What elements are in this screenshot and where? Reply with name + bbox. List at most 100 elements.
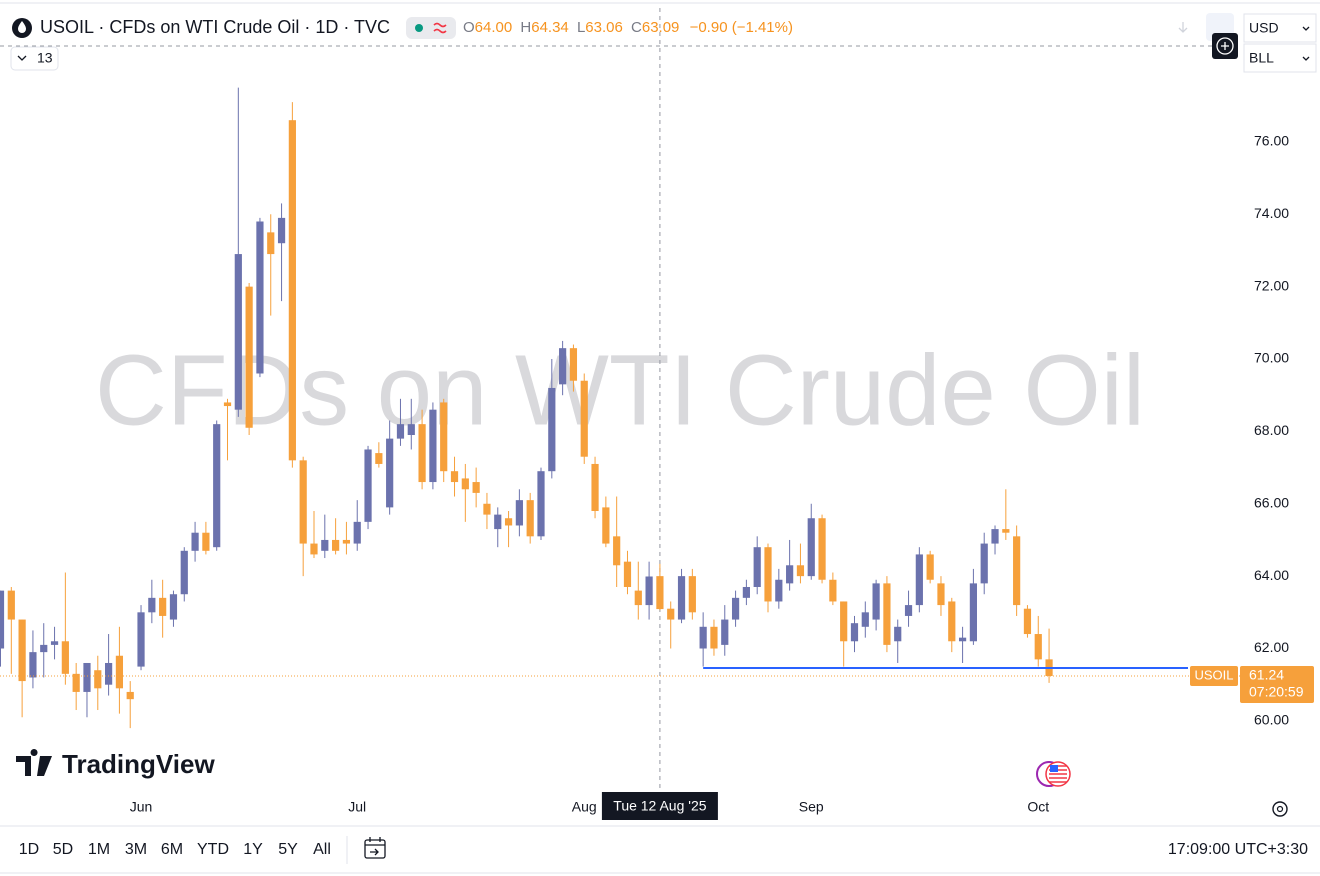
date-range-icon[interactable] (364, 839, 386, 859)
candle-body (872, 583, 880, 620)
candle-body (105, 662, 113, 685)
range-button[interactable]: 1Y (243, 841, 263, 858)
candle-body (40, 644, 48, 653)
candle-body (548, 387, 556, 472)
candle-body (277, 217, 286, 244)
range-button[interactable]: 1M (88, 841, 110, 858)
range-button[interactable]: 6M (161, 841, 183, 858)
candle-body (1002, 529, 1010, 533)
x-tick-label: Sep (799, 799, 824, 815)
y-tick-label: 64.00 (1254, 567, 1289, 583)
candle-body (569, 348, 578, 381)
candle-body (904, 605, 913, 616)
candle-body (634, 590, 642, 606)
candle-body (386, 438, 394, 508)
candle-body (213, 424, 221, 548)
download-icon[interactable] (1178, 22, 1188, 33)
symbol-icon-drop (18, 21, 26, 33)
legend-key: L (577, 19, 585, 36)
add-icon-plus (1221, 42, 1229, 50)
symbol-header[interactable]: USOIL · CFDs on WTI Crude Oil · 1D · TVC (40, 17, 390, 37)
candle-body (850, 623, 859, 642)
plot-area (0, 8, 1240, 790)
candle-body (786, 565, 794, 584)
candle-body (656, 576, 664, 610)
candle-body (126, 691, 134, 700)
candle-body (234, 254, 242, 410)
add-icon (1216, 37, 1234, 55)
range-button[interactable]: 1D (19, 841, 39, 858)
candle-body (915, 554, 923, 606)
logo-text: TradingView (62, 749, 215, 779)
x-tick-label: Aug (572, 799, 597, 815)
range-toolbar: 1D 5D 1M 3M 6M YTD 1Y 5Y All (19, 841, 331, 858)
candle-body (688, 576, 696, 613)
indicator-count: 13 (37, 50, 53, 66)
candle-body (742, 586, 750, 598)
legend-value: 64.00 (475, 19, 513, 36)
candle-body (245, 286, 253, 428)
candle-body (645, 576, 653, 606)
range-button[interactable]: 5Y (278, 841, 298, 858)
candle-body (591, 463, 599, 511)
candle-body (429, 409, 437, 483)
candle-body (461, 478, 469, 490)
legend-value: 64.34 (531, 19, 569, 36)
candle-body (699, 626, 707, 649)
candle-body (115, 655, 124, 689)
candle-body (364, 449, 372, 522)
candle-body (332, 539, 340, 551)
candle-body (926, 554, 934, 580)
candle-body (396, 424, 405, 439)
candle-body (472, 482, 480, 493)
data-status-icon (433, 22, 447, 34)
y-tick-label: 74.00 (1254, 205, 1289, 221)
clock[interactable]: 17:09:00 UTC+3:30 (1168, 841, 1308, 858)
candle-body (375, 453, 383, 464)
price-tag-bg (1190, 666, 1238, 687)
candle-body (958, 637, 967, 642)
candle-body (288, 120, 296, 461)
y-tick-label: 66.00 (1254, 494, 1289, 510)
candle-body (1023, 608, 1032, 635)
legend-key: O (463, 19, 475, 36)
candle-body (1034, 634, 1042, 660)
unit: BLL (1249, 50, 1274, 66)
crosshair-label: Tue 12 Aug '25 (613, 798, 706, 814)
candle-body (29, 652, 37, 678)
range-button[interactable]: YTD (197, 841, 229, 858)
candle-body (310, 543, 318, 555)
candle-body (948, 601, 956, 642)
candle-body (580, 380, 588, 457)
status-pill[interactable] (406, 17, 456, 39)
crosshair-label-bg (601, 792, 718, 820)
candle-body (515, 500, 523, 526)
candle-body (613, 536, 621, 566)
last-price: 61.24 (1249, 667, 1284, 683)
legend-value: 63.09 (642, 19, 680, 36)
candle-body (50, 641, 59, 645)
settings-icon[interactable] (1272, 801, 1288, 817)
candle-body (980, 543, 988, 584)
candle-body (83, 662, 91, 692)
candle-body (440, 402, 448, 472)
range-button[interactable]: 3M (125, 841, 147, 858)
legend-key: H (520, 19, 531, 36)
candle-body (353, 521, 361, 544)
chevron (17, 55, 27, 61)
candle-body (721, 619, 729, 645)
indicator-toggle[interactable] (10, 46, 59, 71)
price-tag: USOIL (1194, 667, 1233, 682)
candle-body (61, 641, 69, 674)
last-price-bg (1240, 666, 1314, 704)
range-button[interactable]: All (313, 841, 331, 858)
candle-body (256, 221, 264, 374)
candle-body (991, 529, 999, 544)
candle-body (267, 232, 275, 255)
candle-body (710, 626, 718, 649)
range-button[interactable]: 5D (53, 841, 73, 858)
candle-body (450, 471, 459, 483)
candle-body (180, 550, 188, 595)
